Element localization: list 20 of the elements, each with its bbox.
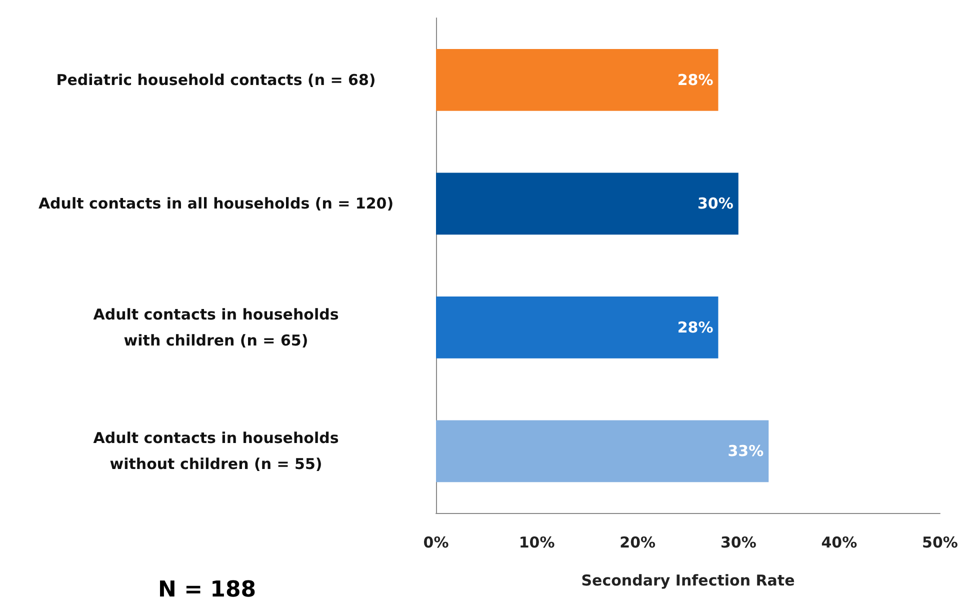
data-label: 30% [697,194,734,213]
x-axis-title: Secondary Infection Rate [581,572,795,590]
bar [436,48,718,111]
x-tick-label: 0% [423,534,449,552]
y-tick-label: Pediatric household contacts (n = 68) [56,70,376,89]
y-tick-label: Adult contacts in households without children (n = 55) [93,429,339,474]
x-tick-label: 20% [620,534,656,552]
y-tick-label: Adult contacts in all households (n = 120) [38,194,394,213]
data-label: 33% [728,442,764,460]
data-label: 28% [677,318,714,336]
text: N = 188 [158,578,256,602]
x-tick-label: 30% [720,534,756,552]
x-tick-label: 40% [821,534,858,552]
bar [436,296,718,358]
data-label: 28% [677,70,714,89]
x-tick-label: 10% [518,534,555,552]
bar [436,172,738,235]
y-tick-label: Adult contacts in households with children (n = 65) [93,305,339,350]
bar [436,420,769,482]
x-tick-label: 50% [922,534,958,552]
